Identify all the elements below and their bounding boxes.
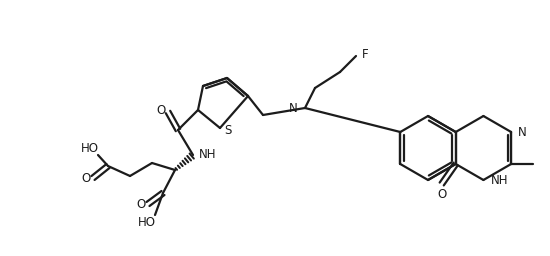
Text: NH: NH <box>491 174 508 187</box>
Text: O: O <box>437 187 447 200</box>
Text: S: S <box>224 124 232 137</box>
Text: N: N <box>518 125 527 138</box>
Text: NH: NH <box>199 148 217 162</box>
Text: O: O <box>136 197 146 210</box>
Text: N: N <box>289 101 298 114</box>
Text: HO: HO <box>138 216 156 229</box>
Text: O: O <box>81 172 91 185</box>
Text: O: O <box>156 103 166 116</box>
Text: F: F <box>362 48 369 61</box>
Text: HO: HO <box>81 142 99 155</box>
